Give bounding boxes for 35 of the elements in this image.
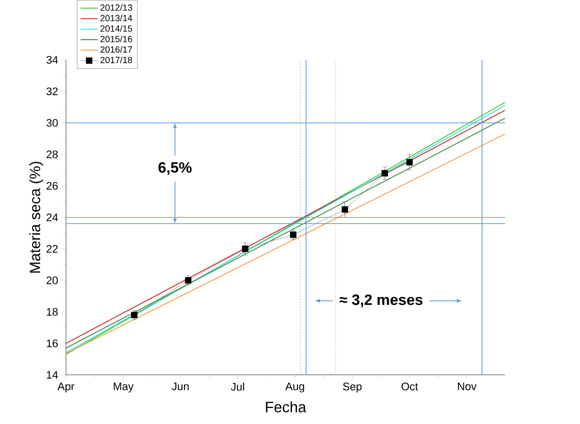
y-tick-label: 14 <box>46 371 58 379</box>
legend-label: 2017/18 <box>100 56 132 64</box>
legend-label: 2013/14 <box>100 14 132 22</box>
x-tick-label: Sep <box>343 382 362 393</box>
y-tick-label: 28 <box>46 150 58 158</box>
y-tick-label: 34 <box>46 56 58 64</box>
x-tick-label: Apr <box>57 382 74 392</box>
point <box>184 277 192 284</box>
y-tick-label: 26 <box>46 182 58 190</box>
x-tick-label: Oct <box>402 382 418 390</box>
point <box>406 159 413 166</box>
x-tick-label: Jul <box>230 382 244 391</box>
point <box>382 170 388 177</box>
y-axis-title: Materia seca (%) <box>29 162 44 273</box>
y-tick-label: 18 <box>46 308 58 316</box>
x-axis-title: Fecha <box>266 401 306 412</box>
point <box>342 206 348 213</box>
x-tick-label: Nov <box>458 382 477 390</box>
y-tick-label: 16 <box>46 340 58 348</box>
y-tick-label: 22 <box>46 245 58 253</box>
x-tick-label: May <box>114 382 134 392</box>
point <box>290 232 296 238</box>
point <box>242 246 248 252</box>
y-tick-label: 24 <box>46 214 58 222</box>
y-tick-label: 30 <box>46 119 58 127</box>
legend-label: 2016/17 <box>100 46 132 53</box>
x-tick-label: Aug <box>285 382 304 392</box>
y-tick-label: 20 <box>46 276 58 284</box>
annotation: ≈ 3,2 meses <box>340 294 422 308</box>
legend-label: 2012/13 <box>100 4 132 11</box>
x-tick-label: Jun <box>172 382 189 390</box>
legend-label: 2015/16 <box>100 36 132 42</box>
legend-label: 2014/15 <box>100 25 132 32</box>
y-tick-label: 32 <box>46 88 58 96</box>
annotation: 6,5% <box>158 162 192 175</box>
